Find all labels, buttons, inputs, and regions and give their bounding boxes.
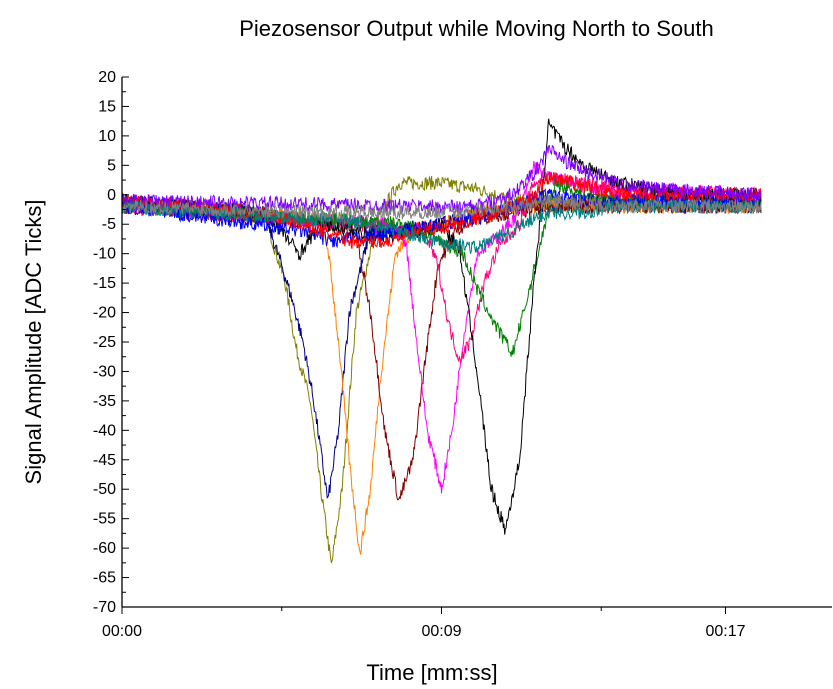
chart-title: Piezosensor Output while Moving North to… <box>239 16 714 41</box>
x-tick-label: 00:09 <box>421 623 461 640</box>
series-line <box>121 175 762 563</box>
y-tick-label: 20 <box>98 69 116 86</box>
axes-layer: 20 15 10 5 0 -5 -10 -15 -20 -25 -30 -35 -40 -45 -50 -55… <box>93 69 832 640</box>
y-tick-label: -15 <box>93 275 116 292</box>
y-tick-label: 5 <box>107 157 116 174</box>
y-tick-label: -45 <box>93 452 116 469</box>
y-tick-label: -60 <box>93 540 116 557</box>
y-tick-label: -10 <box>93 246 116 263</box>
y-tick-label: -65 <box>93 570 116 587</box>
y-tick-label: -30 <box>93 363 116 380</box>
y-tick-label: 0 <box>107 187 116 204</box>
x-tick-label: 00:00 <box>102 623 142 640</box>
y-tick-label: 10 <box>98 128 116 145</box>
x-axis-label: Time [mm:ss] <box>366 660 498 685</box>
y-tick-label: -35 <box>93 393 116 410</box>
y-tick-label: -70 <box>93 599 116 616</box>
series-line <box>121 199 762 254</box>
y-tick-label: -50 <box>93 481 116 498</box>
y-tick-label: -5 <box>102 216 116 233</box>
y-tick-label: -25 <box>93 334 116 351</box>
series-line <box>121 193 762 221</box>
series-layer <box>121 118 762 563</box>
x-tick-label: 00:17 <box>705 623 745 640</box>
y-tick-label: -55 <box>93 511 116 528</box>
y-tick-label: -20 <box>93 305 116 322</box>
y-tick-label: -40 <box>93 422 116 439</box>
y-tick-label: 15 <box>98 98 116 115</box>
series-line <box>121 198 762 555</box>
